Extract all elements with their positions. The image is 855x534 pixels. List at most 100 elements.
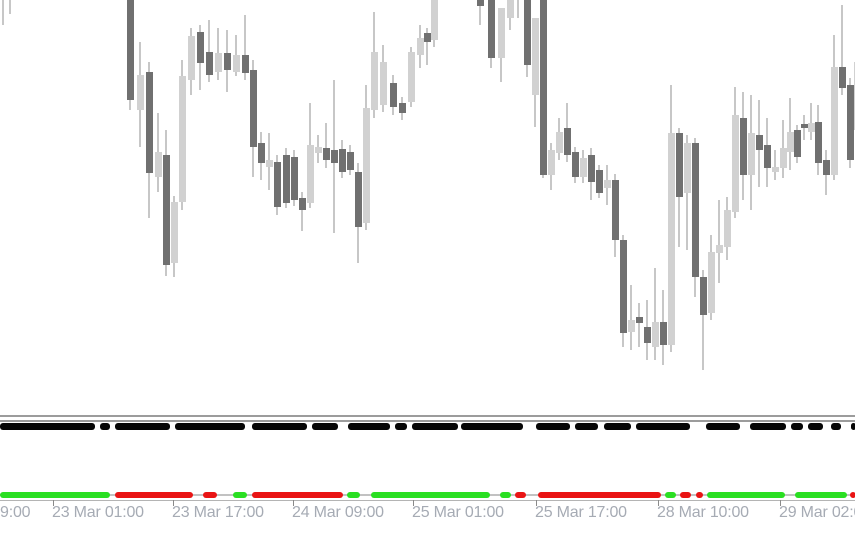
candle-up bbox=[651, 322, 659, 347]
candle-down bbox=[346, 152, 354, 170]
candle-up bbox=[731, 115, 739, 212]
indicator-dash bbox=[175, 423, 245, 430]
signal-segment-green bbox=[707, 492, 785, 498]
candle-up bbox=[853, 62, 855, 130]
indicator-dash bbox=[604, 423, 631, 430]
candle-up bbox=[555, 132, 563, 153]
candle-up bbox=[416, 38, 424, 55]
candle-down bbox=[814, 122, 822, 163]
indicator-dash bbox=[395, 423, 407, 430]
candle-up bbox=[136, 75, 144, 110]
candle-up bbox=[497, 8, 505, 58]
candle-up bbox=[214, 53, 222, 72]
candle-up bbox=[747, 133, 755, 175]
candle-down bbox=[241, 55, 249, 73]
price-pane[interactable] bbox=[0, 0, 855, 415]
candle-down bbox=[423, 33, 431, 42]
candle-down bbox=[793, 130, 801, 157]
signal-segment-red bbox=[680, 492, 691, 498]
candle-up bbox=[547, 150, 555, 175]
candle-down bbox=[273, 162, 281, 207]
time-axis-line bbox=[0, 500, 855, 501]
indicator-dash bbox=[750, 423, 786, 430]
time-axis-tick bbox=[173, 500, 174, 506]
time-axis-label: 25 Mar 17:00 bbox=[535, 504, 627, 521]
candle-down bbox=[487, 0, 495, 58]
candle-up bbox=[779, 148, 787, 168]
candle-up bbox=[178, 76, 186, 202]
candle-down bbox=[563, 128, 571, 155]
candle-up bbox=[314, 147, 322, 153]
indicator-dash bbox=[0, 423, 95, 430]
candle-wick bbox=[702, 270, 704, 370]
candle-up bbox=[306, 145, 314, 203]
candle-down bbox=[398, 103, 406, 113]
candle-up bbox=[723, 210, 731, 247]
candle-up bbox=[154, 152, 162, 177]
indicator-dash bbox=[791, 423, 803, 430]
indicator-dash bbox=[851, 423, 855, 430]
time-axis[interactable]: 9:00 23 Mar 01:00 23 Mar 17:00 24 Mar 09:00… bbox=[0, 500, 855, 534]
candle-wick bbox=[810, 103, 812, 140]
candle-down bbox=[338, 149, 346, 172]
signal-segment-green bbox=[233, 492, 247, 498]
time-axis-label: 23 Mar 01:00 bbox=[52, 504, 144, 521]
candle-wick bbox=[2, 0, 4, 25]
signal-segment-green bbox=[795, 492, 847, 498]
candle-down bbox=[739, 118, 747, 175]
candle-up bbox=[232, 55, 240, 72]
candle-down bbox=[257, 143, 265, 163]
time-axis-label: 28 Mar 10:00 bbox=[657, 504, 749, 521]
candle-down bbox=[298, 198, 306, 210]
signal-segment-green bbox=[347, 492, 360, 498]
time-axis-tick bbox=[780, 500, 781, 506]
candle-down bbox=[282, 155, 290, 203]
pane-separator[interactable] bbox=[0, 415, 855, 422]
candle-down bbox=[675, 133, 683, 197]
candle-down bbox=[389, 83, 397, 107]
candle-down bbox=[354, 172, 362, 227]
indicator-dash bbox=[252, 423, 307, 430]
time-axis-label: 25 Mar 01:00 bbox=[412, 504, 504, 521]
candle-down bbox=[619, 240, 627, 333]
candle-down bbox=[800, 124, 808, 128]
time-axis-label: 29 Mar 02:00 bbox=[779, 504, 855, 521]
candle-down bbox=[763, 145, 771, 168]
candle-up bbox=[667, 133, 675, 345]
time-axis-label: 9:00 bbox=[0, 504, 31, 521]
signal-segment-red bbox=[203, 492, 217, 498]
candle-down bbox=[196, 32, 204, 63]
candle-wick bbox=[244, 15, 246, 80]
candle-up bbox=[627, 320, 635, 332]
indicator-dash bbox=[461, 423, 523, 430]
candle-up bbox=[830, 67, 838, 175]
time-axis-tick bbox=[293, 500, 294, 506]
candle-down bbox=[611, 180, 619, 240]
candle-down bbox=[755, 135, 763, 150]
indicator-dash bbox=[312, 423, 338, 430]
indicator-dash bbox=[636, 423, 690, 430]
indicator-dash bbox=[808, 423, 823, 430]
candle-wick bbox=[301, 192, 303, 231]
candle-down bbox=[539, 0, 547, 175]
candle-down bbox=[571, 152, 579, 177]
candle-down bbox=[691, 143, 699, 277]
candle-down bbox=[162, 155, 170, 265]
candle-wick bbox=[841, 5, 843, 95]
time-axis-tick bbox=[658, 500, 659, 506]
indicator-pane[interactable] bbox=[0, 422, 855, 490]
candle-wick bbox=[325, 123, 327, 168]
candle-down bbox=[205, 52, 213, 75]
candle-up bbox=[715, 245, 723, 253]
candle-wick bbox=[426, 28, 428, 65]
candle-down bbox=[476, 0, 484, 6]
signal-segment-red bbox=[850, 492, 855, 498]
candle-down bbox=[635, 317, 643, 323]
indicator-dash bbox=[706, 423, 740, 430]
signal-segment-red bbox=[252, 492, 343, 498]
candle-wick bbox=[479, 0, 481, 25]
candle-up bbox=[506, 0, 514, 18]
indicator-dash bbox=[412, 423, 458, 430]
candle-down bbox=[595, 170, 603, 193]
